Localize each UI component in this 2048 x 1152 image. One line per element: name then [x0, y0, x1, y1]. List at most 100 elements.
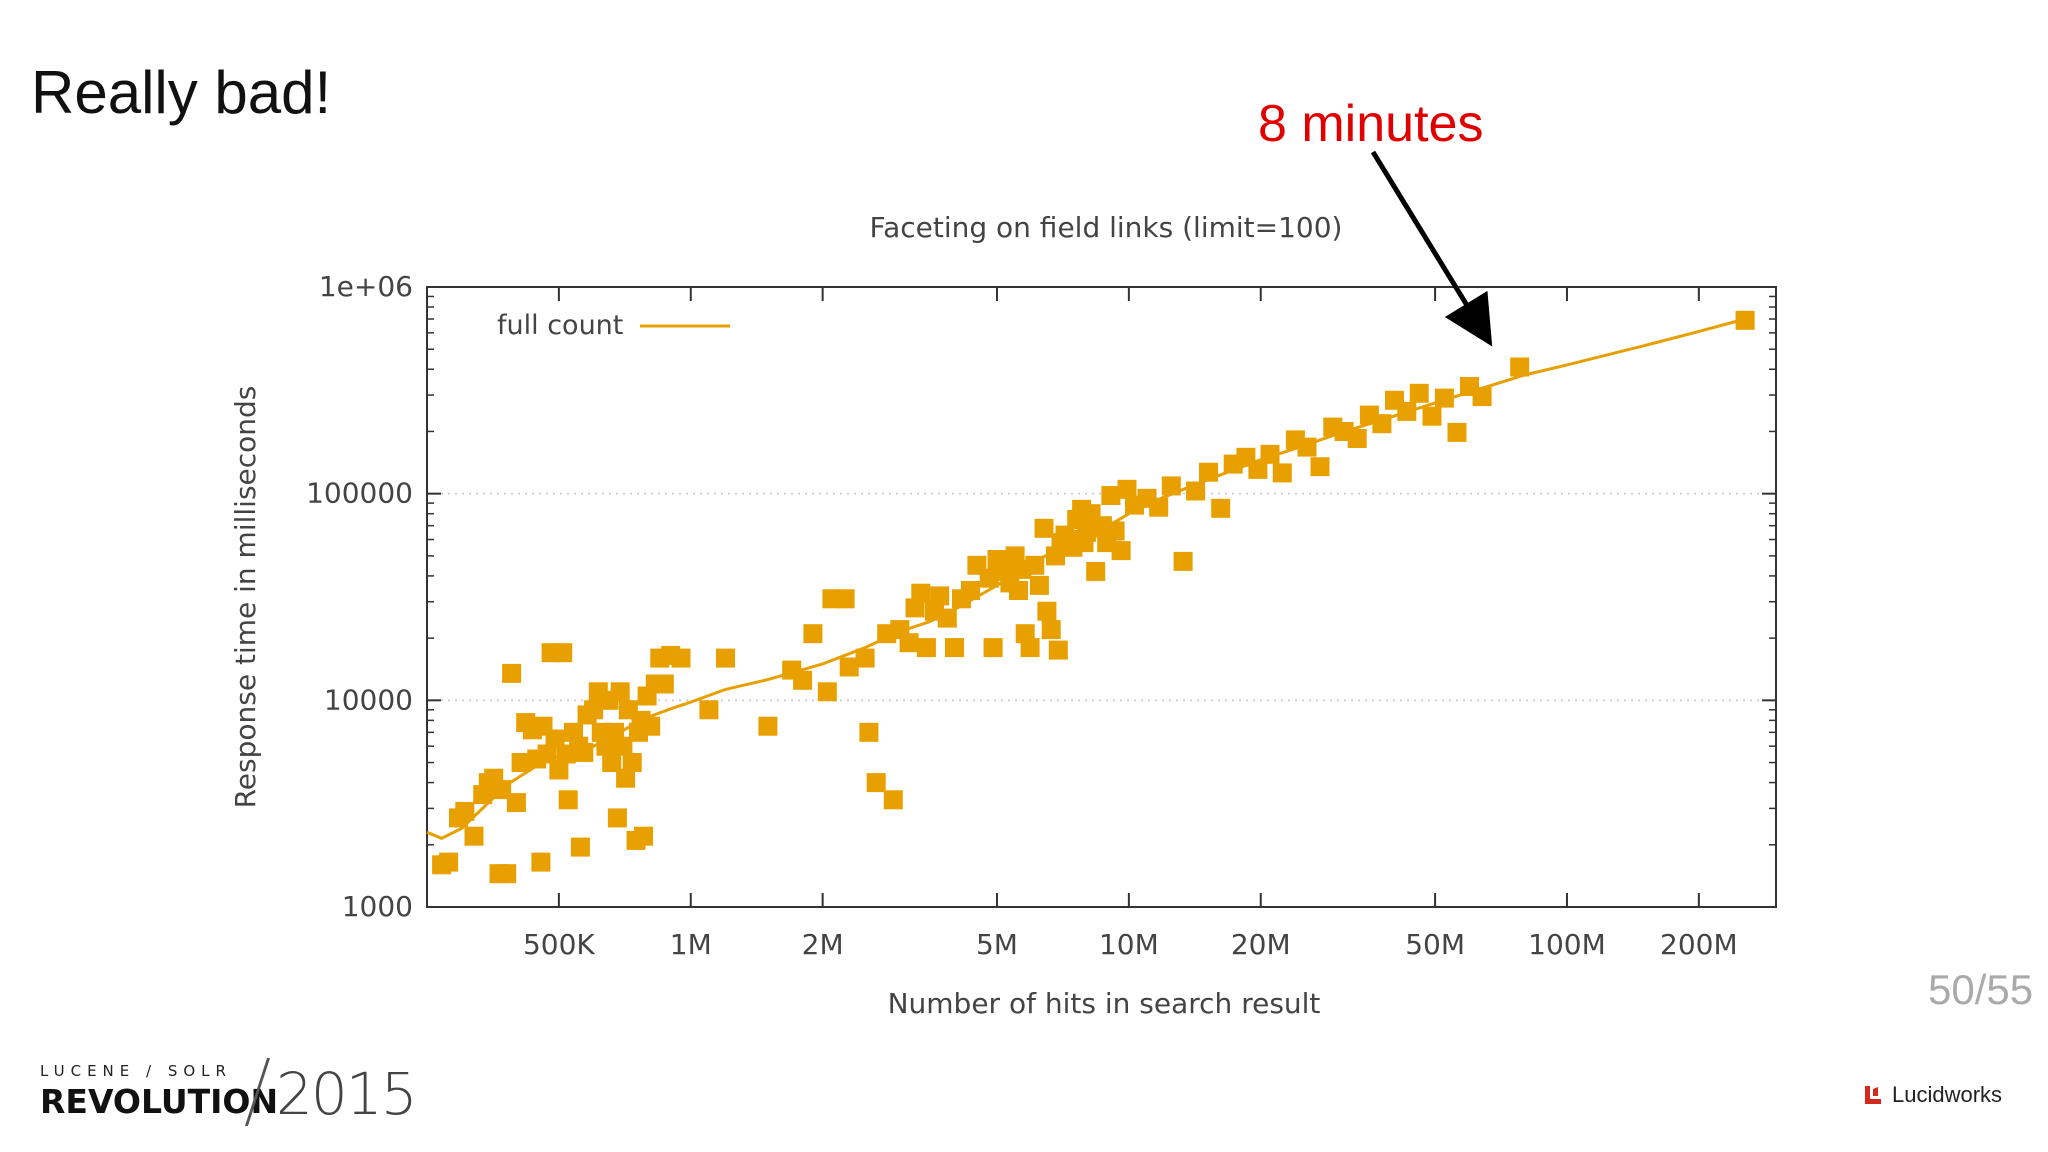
data-point	[1272, 463, 1292, 483]
data-point	[1447, 422, 1467, 442]
data-point	[699, 700, 719, 720]
data-point	[1041, 620, 1061, 640]
data-point	[622, 753, 642, 772]
legend-label: full count	[497, 310, 623, 341]
x-axis-label: Number of hits in search result	[888, 987, 1321, 1020]
data-point	[1260, 444, 1280, 464]
data-point	[1105, 521, 1125, 541]
data-point	[641, 716, 661, 736]
data-point	[570, 837, 590, 857]
x-tick-label: 500K	[523, 928, 595, 961]
data-point	[1422, 406, 1442, 426]
data-point	[671, 648, 691, 668]
company-logo: Lucidworks	[1862, 1082, 2002, 1108]
data-point	[654, 674, 674, 694]
data-point	[1161, 476, 1181, 496]
data-point	[1409, 383, 1429, 403]
data-point	[537, 744, 557, 764]
data-point	[1472, 387, 1492, 407]
data-point	[1101, 486, 1121, 505]
data-point	[1029, 575, 1049, 595]
data-point	[531, 852, 551, 872]
data-point	[574, 742, 594, 762]
data-point	[835, 589, 855, 609]
data-point	[1211, 498, 1231, 518]
data-point	[1037, 601, 1057, 621]
x-tick-label: 20M	[1231, 928, 1291, 961]
y-tick-label: 10000	[324, 683, 413, 716]
data-point	[803, 624, 823, 644]
y-tick-label: 1000	[342, 890, 413, 923]
data-point	[817, 682, 837, 702]
data-point	[506, 793, 526, 813]
data-point	[549, 760, 569, 780]
data-point	[1310, 457, 1330, 477]
data-point	[1735, 310, 1755, 330]
conference-logo-year: 2015	[276, 1060, 418, 1128]
x-tick-label: 200M	[1660, 928, 1738, 961]
data-point	[937, 608, 957, 628]
x-tick-label: 1M	[670, 928, 712, 961]
data-point	[1510, 357, 1530, 377]
data-point	[979, 568, 999, 588]
data-point	[584, 700, 604, 720]
data-point	[930, 586, 950, 606]
data-point	[1434, 388, 1454, 408]
conference-logo-main: REVOLUTION	[40, 1082, 279, 1121]
data-point	[883, 790, 903, 810]
data-point	[497, 864, 517, 884]
data-point	[911, 583, 931, 603]
data-point	[758, 716, 778, 736]
data-point	[983, 638, 1003, 658]
x-tick-label: 2M	[802, 928, 844, 961]
data-point	[553, 643, 573, 663]
data-point	[961, 581, 980, 600]
data-point	[859, 722, 879, 742]
data-point	[1186, 481, 1206, 501]
data-point	[558, 790, 578, 810]
conference-logo-top: LUCENE / SOLR	[40, 1062, 232, 1080]
data-point	[607, 808, 627, 828]
data-points	[432, 310, 1755, 884]
lucidworks-icon	[1865, 1086, 1881, 1104]
conference-logo: LUCENE / SOLR REVOLUTION 2015	[40, 1058, 418, 1128]
x-tick-label: 50M	[1405, 928, 1465, 961]
data-point	[866, 773, 886, 793]
data-point	[545, 729, 565, 749]
data-point	[793, 670, 813, 690]
x-tick-label: 100M	[1528, 928, 1606, 961]
y-axis-label: Response time in milliseconds	[229, 386, 262, 809]
data-point	[1199, 462, 1218, 482]
data-point	[1009, 581, 1028, 600]
data-point	[899, 633, 919, 653]
axis-ticks: 1000 10000 100000 1e+06 500K 1M 2M 5M 10M 20M 50M 1…	[306, 270, 1776, 961]
data-point	[1173, 551, 1193, 571]
data-point	[1025, 555, 1045, 575]
legend: full count	[497, 310, 730, 341]
data-point	[839, 657, 859, 677]
data-point	[1347, 429, 1367, 448]
data-point	[716, 648, 735, 668]
slide-title: Really bad!	[31, 59, 332, 126]
data-point	[1297, 437, 1317, 457]
data-point	[855, 648, 875, 668]
data-point	[502, 663, 522, 683]
x-tick-label: 5M	[976, 928, 1018, 961]
data-point	[613, 736, 633, 756]
data-point	[634, 826, 653, 846]
callout-arrow	[1370, 150, 1493, 347]
data-point	[1020, 638, 1040, 658]
data-point	[511, 753, 531, 772]
data-point	[602, 753, 622, 772]
data-point	[439, 852, 459, 872]
company-name: Lucidworks	[1892, 1082, 2003, 1107]
y-tick-label: 1e+06	[319, 270, 413, 303]
data-point	[1111, 541, 1131, 561]
data-point	[1372, 414, 1392, 434]
data-point	[1117, 479, 1137, 499]
data-point	[1149, 497, 1169, 517]
data-point	[1248, 459, 1268, 479]
page-number: 50/55	[1928, 966, 2034, 1013]
data-point	[945, 638, 964, 658]
